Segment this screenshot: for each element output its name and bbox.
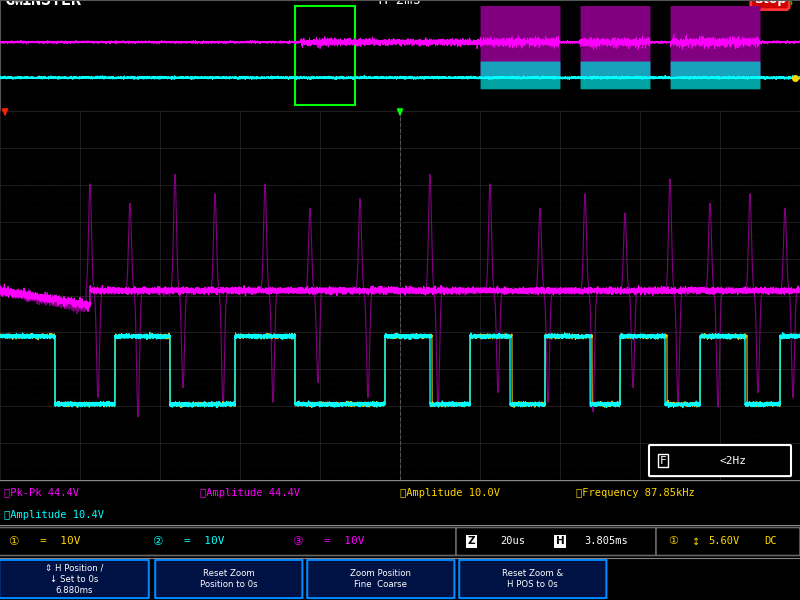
Text: DC: DC <box>764 536 777 547</box>
Text: Zoom Position
Fine  Coarse: Zoom Position Fine Coarse <box>350 569 411 589</box>
FancyBboxPatch shape <box>0 560 149 598</box>
Text: =  10V: = 10V <box>40 536 81 547</box>
Text: ①: ① <box>668 536 678 547</box>
Text: ③: ③ <box>292 535 302 548</box>
FancyBboxPatch shape <box>0 527 456 556</box>
FancyBboxPatch shape <box>656 527 800 556</box>
Text: ⇕ H Position /
↓ Set to 0s
6.880ms: ⇕ H Position / ↓ Set to 0s 6.880ms <box>45 563 103 595</box>
Text: ④Amplitude 44.4V: ④Amplitude 44.4V <box>200 488 300 497</box>
Text: w: w <box>14 0 24 9</box>
Text: ②Amplitude 10.4V: ②Amplitude 10.4V <box>4 510 104 520</box>
Text: ⌇: ⌇ <box>787 0 795 9</box>
Text: 3.805ms: 3.805ms <box>584 536 628 547</box>
FancyBboxPatch shape <box>155 560 302 598</box>
Text: <2Hz: <2Hz <box>720 455 747 466</box>
FancyBboxPatch shape <box>456 527 656 556</box>
Text: ④Pk-Pk 44.4V: ④Pk-Pk 44.4V <box>4 488 79 497</box>
FancyBboxPatch shape <box>649 445 791 476</box>
Text: ②: ② <box>152 535 162 548</box>
Text: 5.60V: 5.60V <box>708 536 739 547</box>
Bar <box>295 5 355 106</box>
Text: INSTEK: INSTEK <box>22 0 82 9</box>
Text: Reset Zoom &
H POS to 0s: Reset Zoom & H POS to 0s <box>502 569 563 589</box>
Text: 20us: 20us <box>500 536 525 547</box>
Text: ①Frequency 87.85kHz: ①Frequency 87.85kHz <box>576 488 694 497</box>
FancyBboxPatch shape <box>307 560 454 598</box>
Text: Stop: Stop <box>754 0 786 7</box>
Text: Z: Z <box>468 536 476 547</box>
Text: =  10V: = 10V <box>184 536 225 547</box>
Text: F: F <box>660 455 666 466</box>
Text: Reset Zoom
Position to 0s: Reset Zoom Position to 0s <box>200 569 258 589</box>
Text: G: G <box>5 0 15 9</box>
Text: ①: ① <box>8 535 18 548</box>
Text: H: H <box>556 536 565 547</box>
Text: ①Amplitude 10.0V: ①Amplitude 10.0V <box>400 488 500 497</box>
Text: M 2ms: M 2ms <box>379 0 421 7</box>
FancyBboxPatch shape <box>459 560 606 598</box>
Text: =  10V: = 10V <box>324 536 365 547</box>
Text: ↕: ↕ <box>692 536 700 547</box>
